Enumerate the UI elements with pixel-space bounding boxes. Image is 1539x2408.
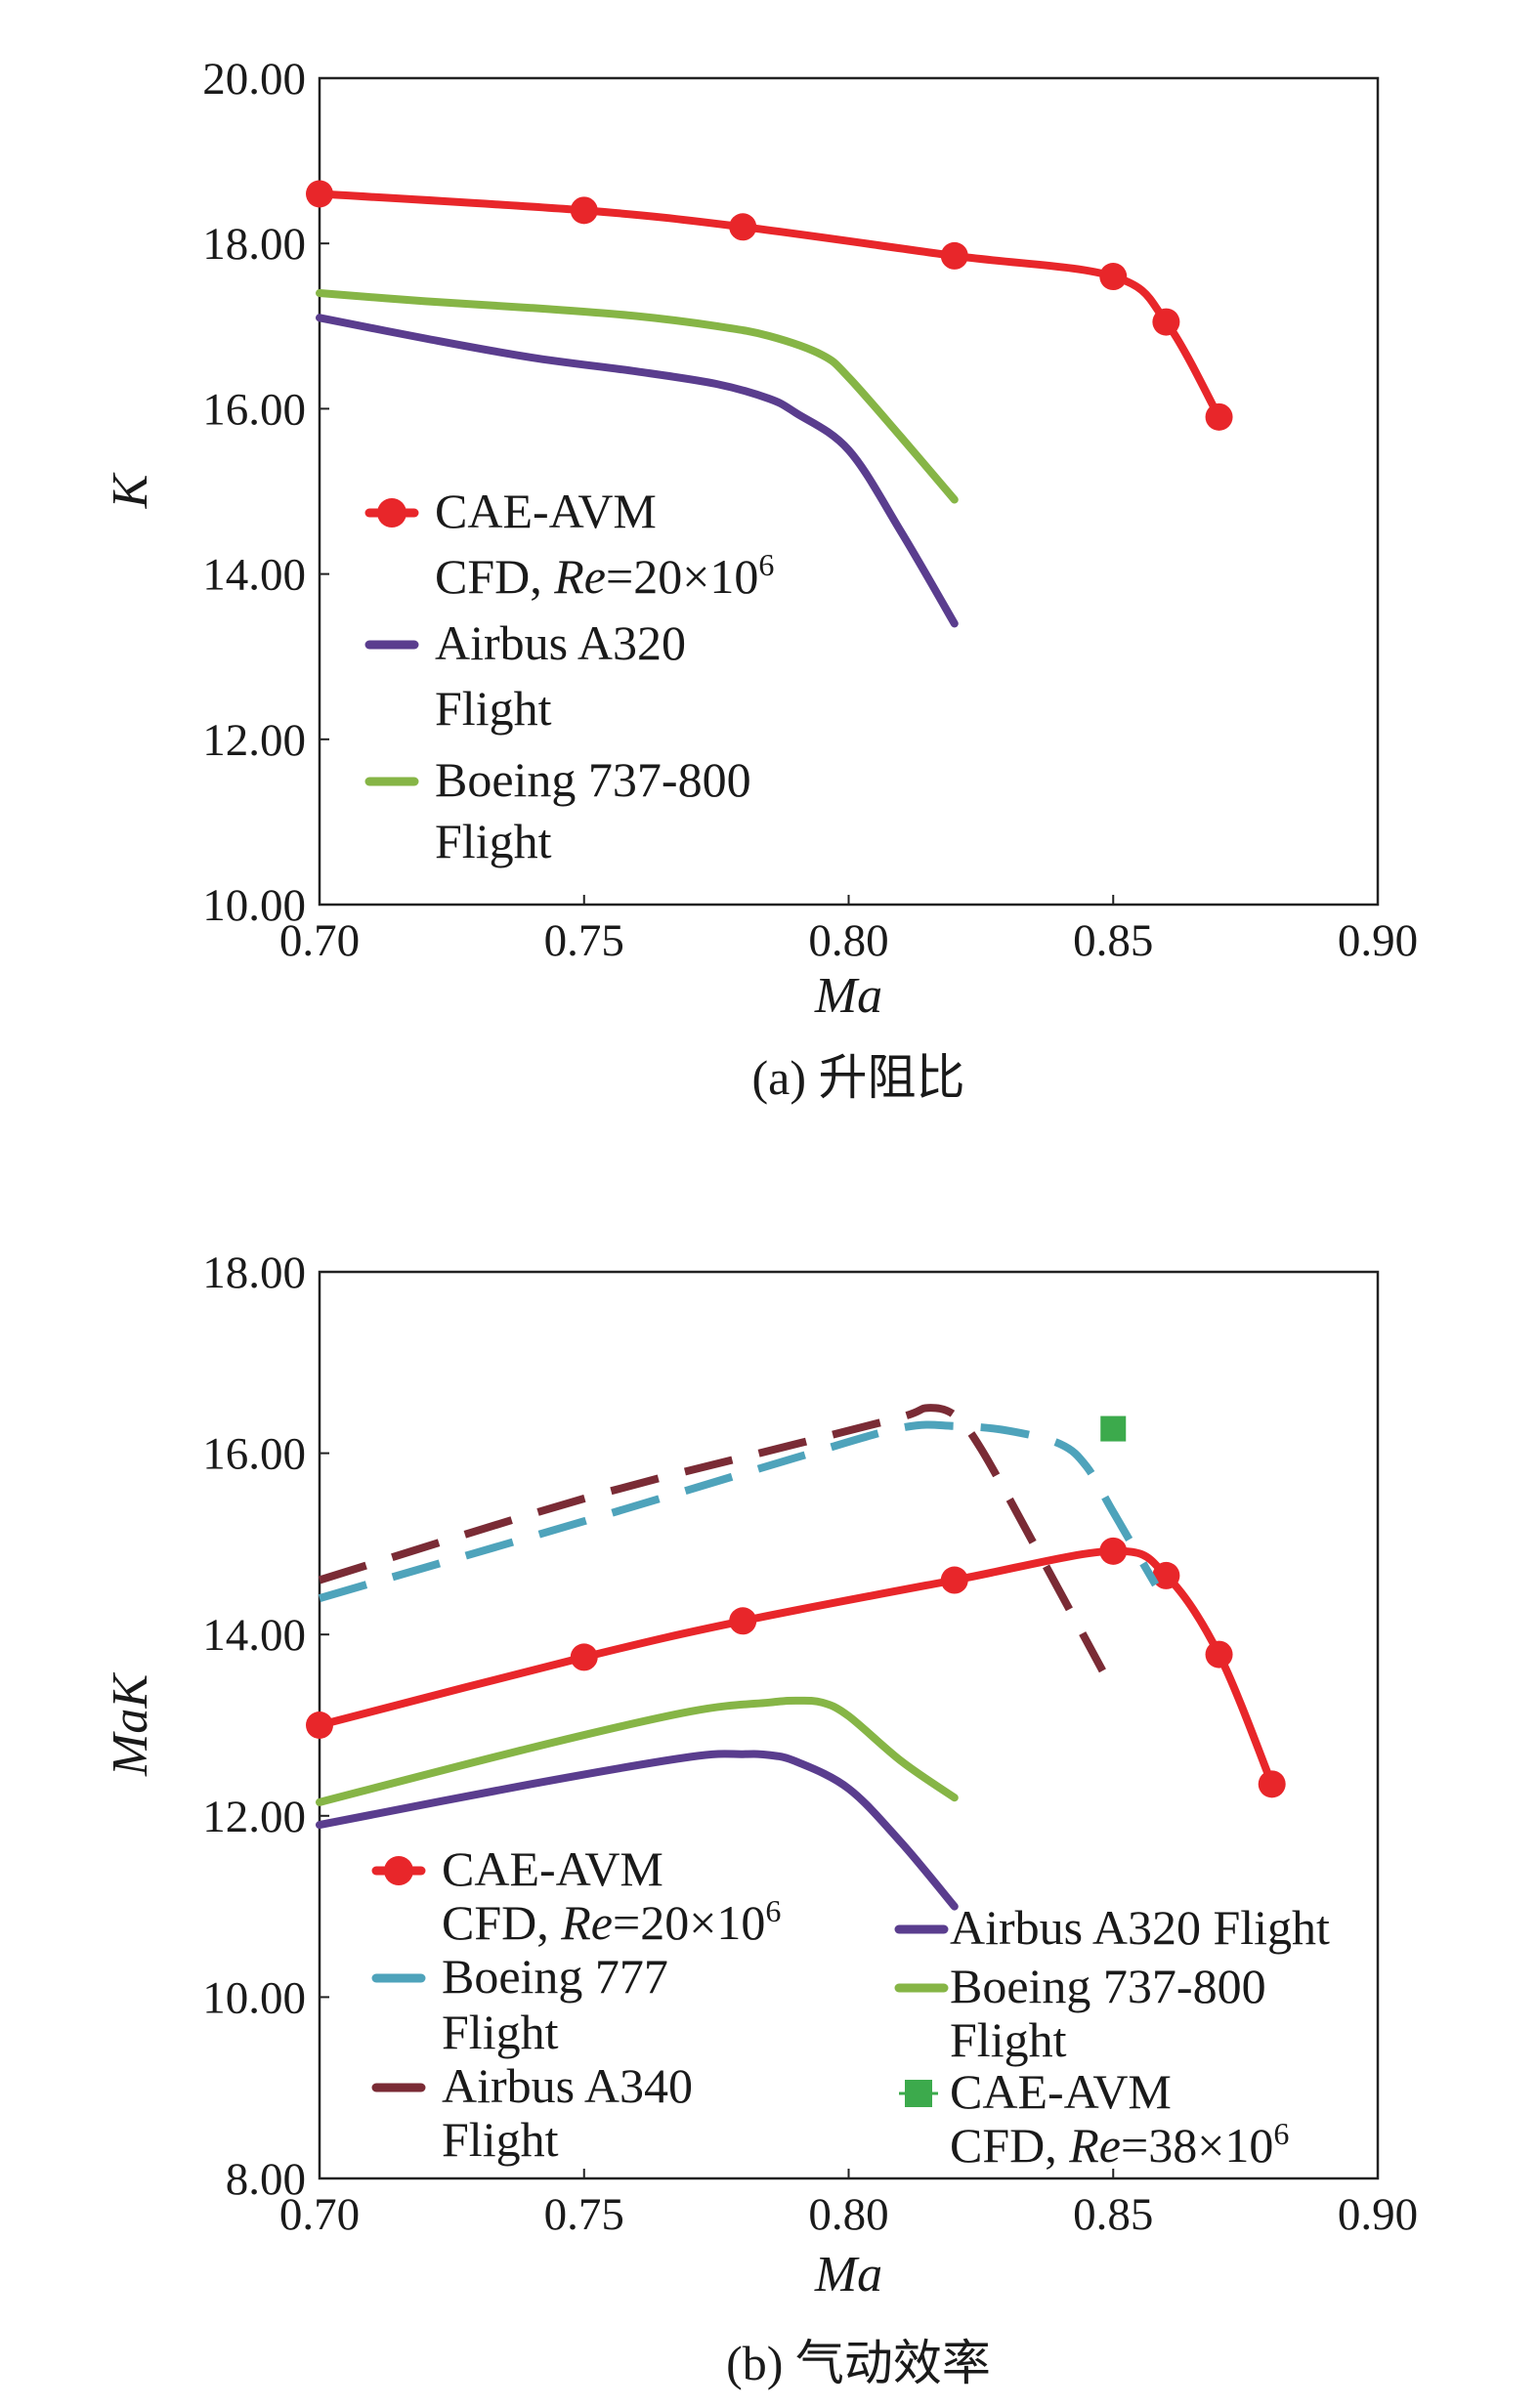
series-boeing-737-800-flight [316,289,959,504]
y-tick-label: 20.00 [202,54,306,105]
series-line [316,1696,959,1806]
legend-label: Flight [442,2005,559,2059]
data-point-circle [1258,1770,1286,1798]
x-tick-label: 0.75 [544,2189,624,2240]
figure-caption: (b) 气动效率 [726,2336,991,2390]
y-axis-label: K [103,472,158,509]
series-line [316,289,959,504]
y-tick-label: 10.00 [202,1972,306,2023]
legend-label: Airbus A320 [435,615,686,670]
legend-label: Boeing 737-800 [435,752,751,807]
x-tick-label: 0.90 [1338,915,1418,966]
x-tick-label: 0.70 [279,915,360,966]
data-point-circle [729,1607,757,1635]
legend-swatch-square [905,2080,932,2107]
data-point-circle [306,1711,333,1739]
x-tick-label: 0.70 [279,2189,360,2240]
series-airbus-a340-flight [318,1404,1106,1673]
y-tick-label: 16.00 [202,1429,306,1480]
y-tick-label: 18.00 [202,219,306,270]
figure-caption: (a) 升阻比 [752,1050,965,1105]
legend-label: CAE-AVM [950,2064,1172,2119]
legend-label: Airbus A340 [442,2058,693,2113]
legend-label: Boeing 777 [442,1949,668,2004]
legend-item: Airbus A320 Flight [364,615,686,736]
series-boeing-777-flight [318,1420,1160,1602]
y-tick-label: 14.00 [202,1610,306,1661]
legend-label: CAE-AVM [442,1841,663,1896]
x-tick-label: 0.75 [544,915,624,966]
data-point-circle [306,180,333,208]
y-axis-label: MaK [103,1672,158,1777]
data-point-circle [729,213,757,241]
legend-label: CFD, Re=20×106 [442,1893,781,1950]
series-cae-avm-cfd-re-20-10- [306,1537,1286,1798]
y-tick-label: 14.00 [202,550,306,601]
chart-panel-b: 0.70 0.75 0.80 0.85 0.90 8.00 10.00 12.00 14.00 1… [103,1247,1418,2390]
series-line [316,1546,1276,1789]
data-point-circle [1099,263,1128,291]
y-tick-label: 8.00 [226,2154,306,2205]
legend-item: Boeing 737-800 Flight [364,752,751,868]
x-tick-label: 0.85 [1073,2189,1153,2240]
legend-label: Flight [442,2112,559,2167]
data-point-circle [1152,1561,1180,1589]
x-tick-label: 0.80 [808,915,888,966]
legend-label: Flight [435,814,552,868]
x-axis-label: Ma [814,2247,882,2302]
data-point-circle [940,241,968,270]
series-cae-avm-cfd-re-20-10- [306,180,1233,431]
series-boeing-737-800-flight [316,1696,959,1806]
series-airbus-a320-flight [316,1750,959,1911]
series-line [316,314,959,628]
series-line [316,1750,959,1911]
legend-label: Flight [950,2012,1067,2067]
y-tick-label: 16.00 [202,384,306,435]
data-point-square [1100,1415,1127,1442]
data-point-circle [570,1643,598,1671]
y-tick-label: 12.00 [202,1792,306,1842]
legend-label: Airbus A320 Flight [950,1900,1330,1955]
legend-label: CAE-AVM [435,484,657,538]
x-tick-label: 0.80 [808,2189,888,2240]
legend-swatch-marker [377,498,406,528]
x-tick-label: 0.90 [1338,2189,1418,2240]
legend-label: Boeing 737-800 [950,1959,1266,2013]
legend-label: CFD, Re=20×106 [435,547,774,604]
x-tick-label: 0.85 [1073,915,1153,966]
data-point-circle [1099,1537,1128,1565]
y-tick-label: 10.00 [202,880,306,931]
series-cae-avm-cfd-re-38-10- [1100,1415,1127,1442]
y-tick-label: 18.00 [202,1247,306,1298]
legend-item: CAE-AVM CFD, Re=20×106 [364,484,774,604]
chart-panel-a: 0.70 0.75 0.80 0.85 0.90 10.00 12.00 14.00 16.00… [103,54,1418,1105]
legend-swatch-marker [384,1856,413,1885]
series-airbus-a320-flight [316,314,959,628]
series-line [318,1420,1160,1602]
y-tick-label: 12.00 [202,715,306,766]
data-point-circle [1205,1640,1233,1669]
data-point-circle [1205,402,1233,431]
legend-label: CFD, Re=38×106 [950,2116,1289,2173]
legend-item: Airbus A320 Flight [894,1900,1330,1955]
data-point-circle [940,1566,968,1594]
series-line [318,1404,1106,1673]
data-point-circle [1152,308,1180,336]
data-point-circle [570,196,598,225]
legend-label: Flight [435,681,552,736]
x-axis-label: Ma [814,968,882,1024]
